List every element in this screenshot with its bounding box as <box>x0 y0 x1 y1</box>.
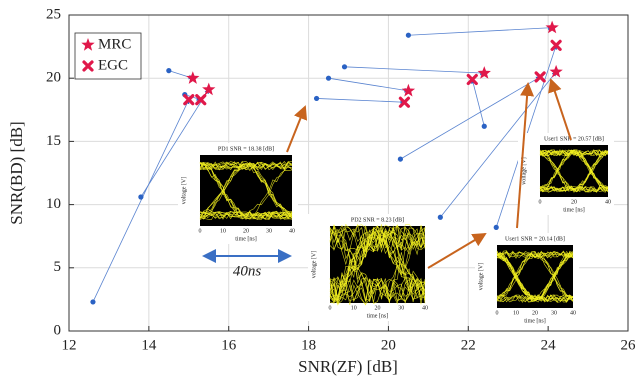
dot-point <box>438 215 443 220</box>
star-point <box>478 66 491 79</box>
inset-x-tick-label: 40 <box>289 228 295 234</box>
inset-x-tick-label: 20 <box>243 228 249 234</box>
inset-ylabel: voltage [V] <box>311 251 317 279</box>
annotation: 40ns <box>233 263 262 279</box>
cross-point <box>536 73 544 81</box>
eye-diagram: User1 SNR = 20.14 [dB] time [ns] voltage [… <box>475 233 579 326</box>
link-arrow <box>93 100 189 302</box>
dot-point <box>494 225 499 230</box>
star-point <box>202 83 215 96</box>
x-tick-label: 18 <box>301 337 316 353</box>
inset-x-tick-label: 20 <box>375 305 381 311</box>
y-axis-label: SNR(BD) [dB] <box>7 121 26 224</box>
inset-x-tick-label: 40 <box>605 199 611 205</box>
x-tick-label: 20 <box>381 337 396 353</box>
inset-xlabel: time [ns] <box>367 313 389 319</box>
inset-x-tick-label: 40 <box>570 310 576 316</box>
inset-x-tick-label: 0 <box>496 310 499 316</box>
x-tick-label: 26 <box>621 337 637 353</box>
star-point <box>186 71 199 84</box>
inset-x-tick-label: 20 <box>571 199 577 205</box>
eye-diagram: User1 SNR = 20.57 [dB]time [ns]voltage [… <box>518 133 614 215</box>
dot-point <box>482 124 487 129</box>
inset-ylabel: voltage [V] <box>478 263 484 291</box>
inset-x-tick-label: 0 <box>539 199 542 205</box>
inset-x-tick-label: 30 <box>266 228 272 234</box>
inset-ylabel: voltage [V] <box>181 177 187 205</box>
star-point <box>550 65 563 78</box>
legend: MRC EGC <box>75 33 141 79</box>
inset-xlabel: time [ns] <box>563 207 585 213</box>
cross-point <box>468 75 476 83</box>
dot-point <box>398 156 403 161</box>
x-tick-label: 14 <box>141 337 157 353</box>
link-arrow <box>329 78 409 91</box>
eye-diagram: PD2 SNR = 8.23 [dB] time [ns] voltage [V] 0… <box>308 214 431 321</box>
inset-x-tick-label: 10 <box>513 310 519 316</box>
y-tick-label: 15 <box>46 133 61 149</box>
link-arrow <box>345 67 485 73</box>
inset-title: User1 SNR = 20.14 [dB] <box>505 236 565 242</box>
link-arrow <box>317 98 405 102</box>
star-point <box>402 84 415 97</box>
inset-title: PD2 SNR = 8.23 [dB] <box>351 217 404 223</box>
inset-x-tick-label: 20 <box>532 310 538 316</box>
dot-point <box>406 33 411 38</box>
y-tick-label: 10 <box>46 196 61 212</box>
y-tick-label: 0 <box>54 322 62 338</box>
star-point <box>546 21 559 34</box>
x-axis-label: SNR(ZF) [dB] <box>298 357 398 376</box>
inset-title: User1 SNR = 20.57 [dB] <box>544 136 604 142</box>
dot-point <box>90 299 95 304</box>
eye-diagram: PD1 SNR = 18.38 [dB] time [ns] voltage [V]… <box>178 143 298 244</box>
cross-point <box>552 41 560 49</box>
inset-xlabel: time [ns] <box>524 318 546 324</box>
dot-point <box>166 68 171 73</box>
inset-x-tick-label: 40 <box>422 305 428 311</box>
y-tick-label: 25 <box>46 6 61 22</box>
dot-point <box>314 96 319 101</box>
inset-xlabel: time [ns] <box>235 236 257 242</box>
dot-point <box>326 76 331 81</box>
inset-x-tick-label: 10 <box>220 228 226 234</box>
chart: 12 14 16 18 20 22 24 26 0 5 10 15 20 25 MRC EGC PD1 SN… <box>0 0 642 379</box>
cross-point <box>185 96 193 104</box>
x-tick-label: 22 <box>461 337 476 353</box>
inset-x-tick-label: 0 <box>199 228 202 234</box>
legend-label: EGC <box>98 57 128 73</box>
inset-x-tick-label: 10 <box>351 305 357 311</box>
y-tick-label: 20 <box>46 70 61 86</box>
dot-point <box>342 64 347 69</box>
link-arrow <box>408 28 552 36</box>
legend-label: MRC <box>98 36 131 52</box>
link-arrow <box>472 79 484 126</box>
inset-x-tick-label: 0 <box>329 305 332 311</box>
inset-title: PD1 SNR = 18.38 [dB] <box>218 146 274 152</box>
y-tick-label: 5 <box>54 259 62 275</box>
inset-x-tick-label: 30 <box>398 305 404 311</box>
inset-x-tick-label: 30 <box>551 310 557 316</box>
x-tick-label: 12 <box>62 337 77 353</box>
dot-point <box>138 194 143 199</box>
x-tick-label: 16 <box>221 337 237 353</box>
x-tick-label: 24 <box>541 337 557 353</box>
